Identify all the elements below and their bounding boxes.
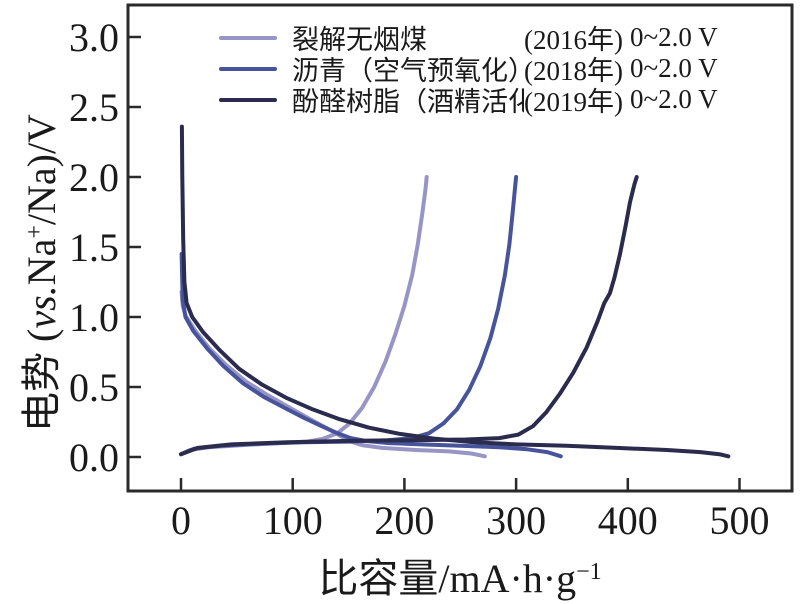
- x-tick-label: 100: [263, 498, 323, 543]
- y-axis-title-text: Na: [19, 238, 64, 286]
- x-tick-label: 0: [171, 498, 191, 543]
- legend-line-swatch: [219, 35, 277, 40]
- legend-series-year: (2019年): [524, 87, 623, 117]
- legend-row: 裂解无烟煤 (2016年) 0~2.0 V: [219, 22, 718, 55]
- y-axis-title-text: 电势 (: [19, 328, 64, 432]
- x-tick-label: 300: [486, 498, 546, 543]
- legend-series-year: (2016年): [524, 25, 623, 55]
- series-1-charge-curve: [179, 175, 519, 457]
- x-axis-title-text: 比容量/mA·h·g: [318, 556, 577, 601]
- y-axis-title: 电势 (vs.Na+/Na)/V: [9, 21, 64, 525]
- y-tick-label: 3.0: [69, 15, 119, 60]
- x-tick-label: 500: [710, 498, 770, 543]
- y-tick-label: 2.5: [69, 85, 119, 130]
- legend-series-label: 酚醛树脂（酒精活化）: [292, 87, 524, 117]
- y-axis-title-text: /Na)/V: [19, 114, 64, 226]
- legend-series-year: (2018年): [524, 56, 623, 86]
- series-2-discharge-curve: [179, 124, 731, 459]
- legend-line-swatch: [219, 97, 277, 102]
- x-tick-label: 200: [374, 498, 434, 543]
- y-tick-label: 0.0: [69, 435, 119, 480]
- legend-line-swatch: [219, 66, 277, 71]
- legend-series-label: 裂解无烟煤: [292, 25, 427, 55]
- y-tick-label: 1.0: [69, 295, 119, 340]
- y-tick-label: 0.5: [69, 365, 119, 410]
- y-axis-title-italic: vs.: [19, 285, 64, 329]
- legend-series-label: 沥青（空气预氧化）: [292, 56, 524, 86]
- legend-voltage-window: 0~2.0 V: [630, 22, 718, 52]
- series-0-charge-curve: [179, 175, 429, 457]
- x-axis-title: 比容量/mA·h·g−1: [128, 546, 792, 604]
- y-tick-label: 2.0: [69, 155, 119, 200]
- series-1-discharge-curve: [179, 252, 563, 459]
- y-axis-title-superscript: +: [21, 225, 48, 239]
- legend-voltage-window: 0~2.0 V: [630, 84, 718, 114]
- series-2-charge-curve: [179, 175, 639, 457]
- x-tick-label: 400: [598, 498, 658, 543]
- legend-row: 沥青（空气预氧化） (2018年) 0~2.0 V: [219, 53, 718, 86]
- legend: 裂解无烟煤 (2016年) 0~2.0 V 沥青（空气预氧化） (2018年) …: [219, 22, 718, 117]
- x-axis-title-exponent: −1: [576, 558, 602, 585]
- legend-voltage-window: 0~2.0 V: [630, 53, 718, 83]
- y-tick-label: 1.5: [69, 225, 119, 270]
- legend-row: 酚醛树脂（酒精活化） (2019年) 0~2.0 V: [219, 84, 718, 117]
